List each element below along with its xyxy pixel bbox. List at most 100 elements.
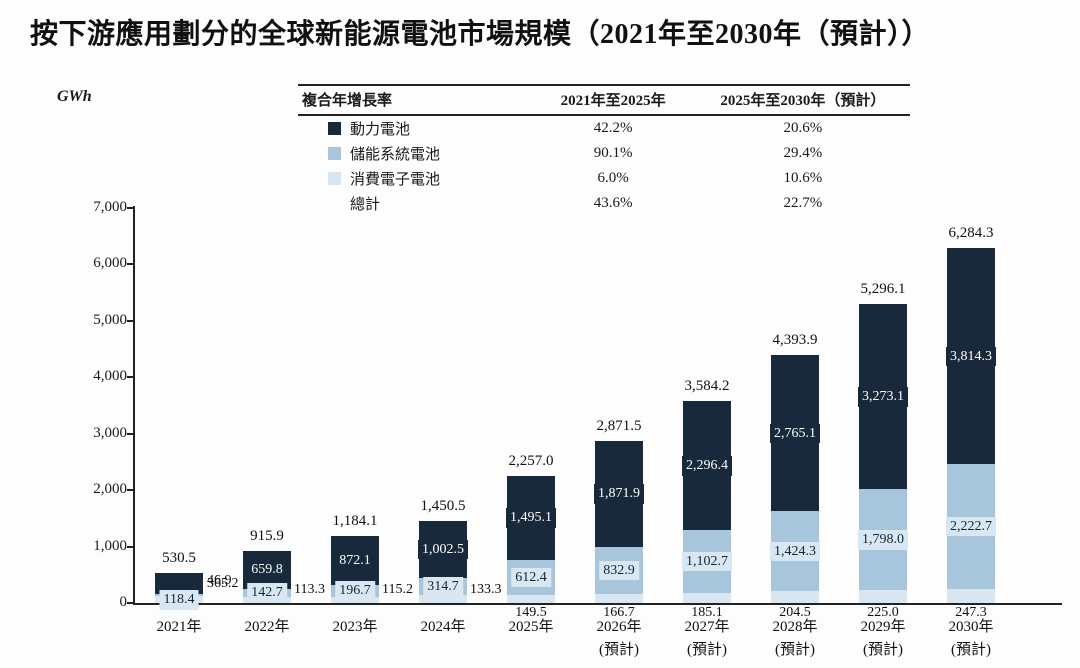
legend-cagr-2021-2025: 43.6% xyxy=(593,195,633,211)
x-axis-forecast-note: (預計) xyxy=(863,641,903,658)
x-axis-label: 2030年 (預計) xyxy=(927,616,1015,661)
y-tick-mark xyxy=(127,432,134,435)
legend-header-2025-2030: 2025年至2030年（預計） xyxy=(695,84,910,116)
storage-value-label: 832.9 xyxy=(599,560,639,581)
x-axis-label: 2021年 xyxy=(135,616,223,639)
y-axis-line xyxy=(133,206,135,605)
y-axis-unit-label: GWh xyxy=(57,88,92,105)
storage-value-label: 1,798.0 xyxy=(858,530,908,550)
consumer-value-label: 149.5 xyxy=(515,605,547,620)
consumer-value-label: 204.5 xyxy=(779,605,811,620)
x-axis-forecast-note: (預計) xyxy=(951,641,991,658)
y-tick-mark xyxy=(127,319,134,322)
storage-value-label: 196.7 xyxy=(335,581,375,601)
storage-value-label: 46.9 xyxy=(207,573,232,588)
x-axis-label: 2022年 xyxy=(223,616,311,639)
total-value-label: 2,257.0 xyxy=(508,452,554,469)
bar-segment-consumer xyxy=(859,590,907,603)
y-tick-label: 4,000 xyxy=(93,368,127,385)
storage-value-label: 1,424.3 xyxy=(770,541,820,562)
legend-cagr-2021-2025: 6.0% xyxy=(597,170,629,186)
legend-series-label: 消費電子電池 xyxy=(350,172,441,188)
total-value-label: 4,393.9 xyxy=(772,332,818,349)
x-axis-year: 2023年 xyxy=(332,619,378,635)
legend-swatch-icon xyxy=(328,147,341,160)
legend-table: 複合年增長率 2021年至2025年 2025年至2030年（預計） 動力電池 4… xyxy=(298,84,910,216)
storage-value-label: 1,102.7 xyxy=(682,551,732,572)
consumer-value-label: 225.0 xyxy=(867,605,899,620)
bar-group: 5,296.1 3,273.1 1,798.0 225.0 xyxy=(839,183,927,620)
legend-row: 總計 43.6% 22.7% xyxy=(298,191,910,216)
power-value-label: 1,495.1 xyxy=(506,508,556,528)
y-tick-mark xyxy=(127,545,134,548)
x-axis-label: 2027年 (預計) xyxy=(663,616,751,661)
storage-value-label: 612.4 xyxy=(511,567,551,588)
x-axis-label: 2025年 xyxy=(487,616,575,639)
consumer-value-label: 185.1 xyxy=(691,605,723,620)
legend-cagr-2021-2025: 90.1% xyxy=(593,145,633,161)
x-axis-year: 2021年 xyxy=(156,619,202,635)
legend-row: 消費電子電池 6.0% 10.6% xyxy=(298,166,910,191)
legend-cagr-2025-2030: 29.4% xyxy=(783,145,823,161)
legend-series-label: 動力電池 xyxy=(350,122,411,138)
legend-cagr-2025-2030: 10.6% xyxy=(783,170,823,186)
legend-series-label: 總計 xyxy=(350,197,381,213)
bar-group: 6,284.3 3,814.3 2,222.7 247.3 xyxy=(927,183,1015,620)
bar-segment-consumer xyxy=(683,592,731,603)
legend-cagr-2021-2025: 42.2% xyxy=(593,120,633,136)
bar-group: 915.9 659.8 142.7 113.3 xyxy=(223,183,325,603)
bar-group: 4,393.9 2,765.1 1,424.3 204.5 xyxy=(751,183,839,620)
bar-segment-consumer xyxy=(419,595,467,603)
consumer-value-label: 115.2 xyxy=(382,582,413,597)
x-axis-year: 2024年 xyxy=(420,619,466,635)
power-value-label: 3,814.3 xyxy=(946,346,996,367)
bar-group: 1,184.1 872.1 196.7 115.2 xyxy=(311,183,413,603)
x-axis-forecast-note: (預計) xyxy=(599,641,639,658)
x-axis-label: 2024年 xyxy=(399,616,487,639)
legend-cagr-2025-2030: 20.6% xyxy=(783,120,823,136)
consumer-value-label: 247.3 xyxy=(955,605,987,620)
y-tick-label: 5,000 xyxy=(93,311,127,328)
bar-group: 530.5 365.2 46.9 118.4 xyxy=(135,183,239,610)
legend-label-cell: 儲能系統電池 xyxy=(298,141,531,166)
total-value-label: 1,184.1 xyxy=(332,513,378,530)
legend-label-cell: 消費電子電池 xyxy=(298,166,531,191)
legend-cagr-2025-2030: 22.7% xyxy=(783,195,823,211)
y-tick-label: 1,000 xyxy=(93,537,127,554)
y-tick-label: 3,000 xyxy=(93,424,127,441)
power-value-label: 2,296.4 xyxy=(682,456,732,476)
bar-segment-power xyxy=(155,573,203,594)
x-axis-forecast-note: (預計) xyxy=(687,641,727,658)
legend-swatch-icon xyxy=(328,122,341,135)
x-axis-year: 2022年 xyxy=(244,619,290,635)
legend-swatch-icon xyxy=(328,172,341,185)
bar-segment-consumer xyxy=(595,593,643,603)
storage-value-label: 2,222.7 xyxy=(946,516,996,537)
legend-label-cell: 總計 xyxy=(298,191,531,216)
consumer-value-label: 113.3 xyxy=(294,582,325,597)
x-axis-year: 2028年 xyxy=(772,619,818,635)
chart-title: 按下游應用劃分的全球新能源電池市場規模（2021年至2030年（預計）） xyxy=(30,19,931,50)
x-axis-label: 2026年 (預計) xyxy=(575,616,663,661)
power-value-label: 3,273.1 xyxy=(858,387,908,407)
legend-header-cagr: 複合年增長率 xyxy=(298,84,531,116)
power-value-label: 365.2 xyxy=(207,576,239,592)
bar-group: 2,257.0 1,495.1 612.4 149.5 xyxy=(487,183,575,620)
y-tick-mark xyxy=(127,602,134,604)
x-axis-year: 2025年 xyxy=(508,619,554,635)
x-axis-label: 2028年 (預計) xyxy=(751,616,839,661)
total-value-label: 530.5 xyxy=(162,550,196,567)
power-value-label: 1,002.5 xyxy=(418,539,468,560)
y-tick-mark xyxy=(127,263,134,266)
consumer-value-label: 166.7 xyxy=(603,605,635,620)
total-value-label: 5,296.1 xyxy=(860,281,906,298)
legend-series-label: 儲能系統電池 xyxy=(350,147,441,163)
y-tick-label: 6,000 xyxy=(93,255,127,272)
power-value-label: 659.8 xyxy=(247,560,287,580)
x-axis-year: 2030年 xyxy=(948,619,994,635)
total-value-label: 6,284.3 xyxy=(948,225,994,242)
bar-group: 3,584.2 2,296.4 1,102.7 185.1 xyxy=(663,183,751,620)
legend-row: 動力電池 42.2% 20.6% xyxy=(298,115,910,141)
